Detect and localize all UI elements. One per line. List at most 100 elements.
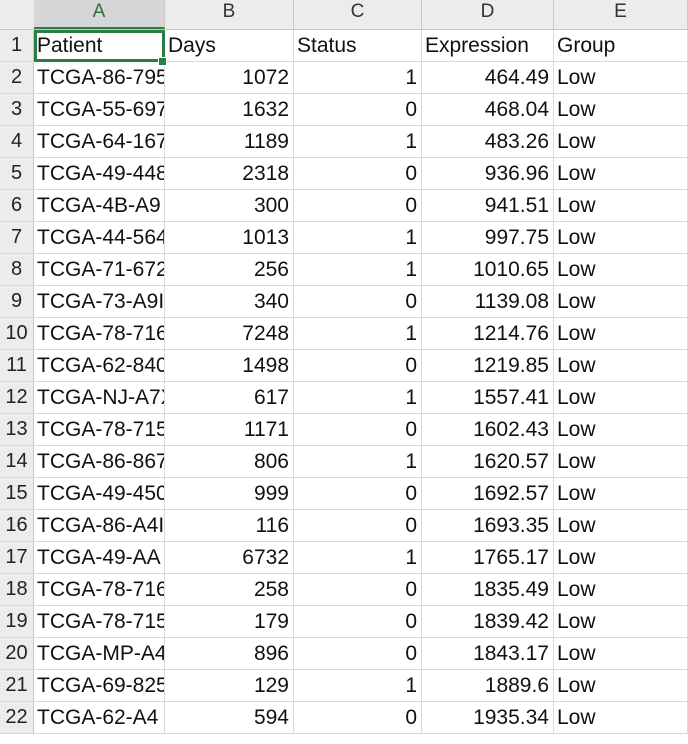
- cell-patient[interactable]: TCGA-71-672: [34, 254, 165, 286]
- cell-days[interactable]: 1072: [165, 62, 294, 94]
- row-header[interactable]: 21: [0, 670, 34, 702]
- cell-expression[interactable]: 468.04: [422, 94, 554, 126]
- row-header[interactable]: 3: [0, 94, 34, 126]
- cell-days[interactable]: 1013: [165, 222, 294, 254]
- cell-days[interactable]: 300: [165, 190, 294, 222]
- cell-group[interactable]: Low: [554, 350, 688, 382]
- cell-patient[interactable]: TCGA-NJ-A7X: [34, 382, 165, 414]
- cell-days[interactable]: 6732: [165, 542, 294, 574]
- row-header[interactable]: 5: [0, 158, 34, 190]
- row-header[interactable]: 20: [0, 638, 34, 670]
- cell-status[interactable]: 0: [294, 478, 422, 510]
- column-header-a[interactable]: A: [34, 0, 165, 29]
- cell-status[interactable]: 1: [294, 670, 422, 702]
- cell-status[interactable]: 1: [294, 62, 422, 94]
- cell-expression[interactable]: 1602.43: [422, 414, 554, 446]
- row-header[interactable]: 2: [0, 62, 34, 94]
- cell-group[interactable]: Low: [554, 542, 688, 574]
- cell-days[interactable]: 179: [165, 606, 294, 638]
- cell-expression-header[interactable]: Expression: [422, 30, 554, 62]
- cell-expression[interactable]: 941.51: [422, 190, 554, 222]
- row-header[interactable]: 16: [0, 510, 34, 542]
- select-all-corner[interactable]: [0, 0, 35, 29]
- cell-group[interactable]: Low: [554, 286, 688, 318]
- cell-days[interactable]: 1498: [165, 350, 294, 382]
- cell-days[interactable]: 116: [165, 510, 294, 542]
- cell-status[interactable]: 1: [294, 126, 422, 158]
- cell-status[interactable]: 0: [294, 606, 422, 638]
- column-header-c[interactable]: C: [294, 0, 422, 29]
- cell-patient[interactable]: TCGA-62-A4: [34, 702, 165, 734]
- row-header[interactable]: 6: [0, 190, 34, 222]
- cell-status[interactable]: 1: [294, 446, 422, 478]
- cell-status[interactable]: 0: [294, 510, 422, 542]
- cell-group[interactable]: Low: [554, 222, 688, 254]
- cell-patient[interactable]: TCGA-49-448: [34, 158, 165, 190]
- cell-group[interactable]: Low: [554, 126, 688, 158]
- cell-status[interactable]: 0: [294, 158, 422, 190]
- cell-patient[interactable]: TCGA-86-867: [34, 446, 165, 478]
- cell-days[interactable]: 256: [165, 254, 294, 286]
- cell-status[interactable]: 1: [294, 318, 422, 350]
- cell-expression[interactable]: 1219.85: [422, 350, 554, 382]
- cell-expression[interactable]: 1557.41: [422, 382, 554, 414]
- row-header[interactable]: 17: [0, 542, 34, 574]
- cell-patient[interactable]: TCGA-78-716: [34, 318, 165, 350]
- cell-patient[interactable]: TCGA-44-564: [34, 222, 165, 254]
- cell-status[interactable]: 1: [294, 254, 422, 286]
- cell-days[interactable]: 1171: [165, 414, 294, 446]
- cell-expression[interactable]: 997.75: [422, 222, 554, 254]
- cell-group[interactable]: Low: [554, 62, 688, 94]
- cell-patient[interactable]: TCGA-49-AA: [34, 542, 165, 574]
- cell-status[interactable]: 0: [294, 190, 422, 222]
- cell-status-header[interactable]: Status: [294, 30, 422, 62]
- cell-group[interactable]: Low: [554, 606, 688, 638]
- cell-days[interactable]: 806: [165, 446, 294, 478]
- cell-group[interactable]: Low: [554, 94, 688, 126]
- cell-group[interactable]: Low: [554, 702, 688, 734]
- cell-days[interactable]: 7248: [165, 318, 294, 350]
- cell-expression[interactable]: 1835.49: [422, 574, 554, 606]
- cell-patient[interactable]: TCGA-62-840: [34, 350, 165, 382]
- cell-expression[interactable]: 464.49: [422, 62, 554, 94]
- cell-expression[interactable]: 1765.17: [422, 542, 554, 574]
- row-header[interactable]: 15: [0, 478, 34, 510]
- cell-expression[interactable]: 1839.42: [422, 606, 554, 638]
- row-header[interactable]: 22: [0, 702, 34, 734]
- column-header-d[interactable]: D: [422, 0, 554, 29]
- cell-patient[interactable]: TCGA-49-450: [34, 478, 165, 510]
- row-header[interactable]: 13: [0, 414, 34, 446]
- cell-expression[interactable]: 1935.34: [422, 702, 554, 734]
- cell-group[interactable]: Low: [554, 638, 688, 670]
- cell-days[interactable]: 1189: [165, 126, 294, 158]
- cell-status[interactable]: 0: [294, 286, 422, 318]
- cell-expression[interactable]: 1692.57: [422, 478, 554, 510]
- cell-expression[interactable]: 1693.35: [422, 510, 554, 542]
- cell-group[interactable]: Low: [554, 158, 688, 190]
- cell-status[interactable]: 0: [294, 350, 422, 382]
- row-header[interactable]: 1: [0, 30, 34, 62]
- cell-group[interactable]: Low: [554, 670, 688, 702]
- cell-status[interactable]: 1: [294, 542, 422, 574]
- cell-group[interactable]: Low: [554, 446, 688, 478]
- cell-days[interactable]: 896: [165, 638, 294, 670]
- cell-group[interactable]: Low: [554, 574, 688, 606]
- cell-patient[interactable]: TCGA-69-825: [34, 670, 165, 702]
- row-header[interactable]: 11: [0, 350, 34, 382]
- cell-patient[interactable]: TCGA-MP-A4: [34, 638, 165, 670]
- cell-patient[interactable]: TCGA-86-795: [34, 62, 165, 94]
- row-header[interactable]: 8: [0, 254, 34, 286]
- cell-status[interactable]: 0: [294, 638, 422, 670]
- cell-patient[interactable]: TCGA-86-A4I: [34, 510, 165, 542]
- cell-days[interactable]: 999: [165, 478, 294, 510]
- cell-patient[interactable]: TCGA-73-A9I: [34, 286, 165, 318]
- cell-patient-header[interactable]: Patient: [34, 30, 165, 62]
- cell-expression[interactable]: 1214.76: [422, 318, 554, 350]
- cell-patient[interactable]: TCGA-55-697: [34, 94, 165, 126]
- column-header-b[interactable]: B: [165, 0, 294, 29]
- cell-patient[interactable]: TCGA-64-167: [34, 126, 165, 158]
- cell-expression[interactable]: 1620.57: [422, 446, 554, 478]
- cell-expression[interactable]: 483.26: [422, 126, 554, 158]
- row-header[interactable]: 7: [0, 222, 34, 254]
- cell-expression[interactable]: 1010.65: [422, 254, 554, 286]
